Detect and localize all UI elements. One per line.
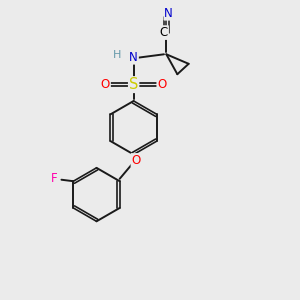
Text: N: N — [164, 7, 173, 20]
Text: O: O — [101, 78, 110, 91]
Text: O: O — [131, 154, 141, 167]
Text: N: N — [129, 51, 138, 64]
Text: O: O — [157, 78, 167, 91]
Text: S: S — [129, 77, 138, 92]
Text: H: H — [113, 50, 122, 60]
Text: C: C — [160, 26, 168, 39]
Text: F: F — [51, 172, 57, 185]
